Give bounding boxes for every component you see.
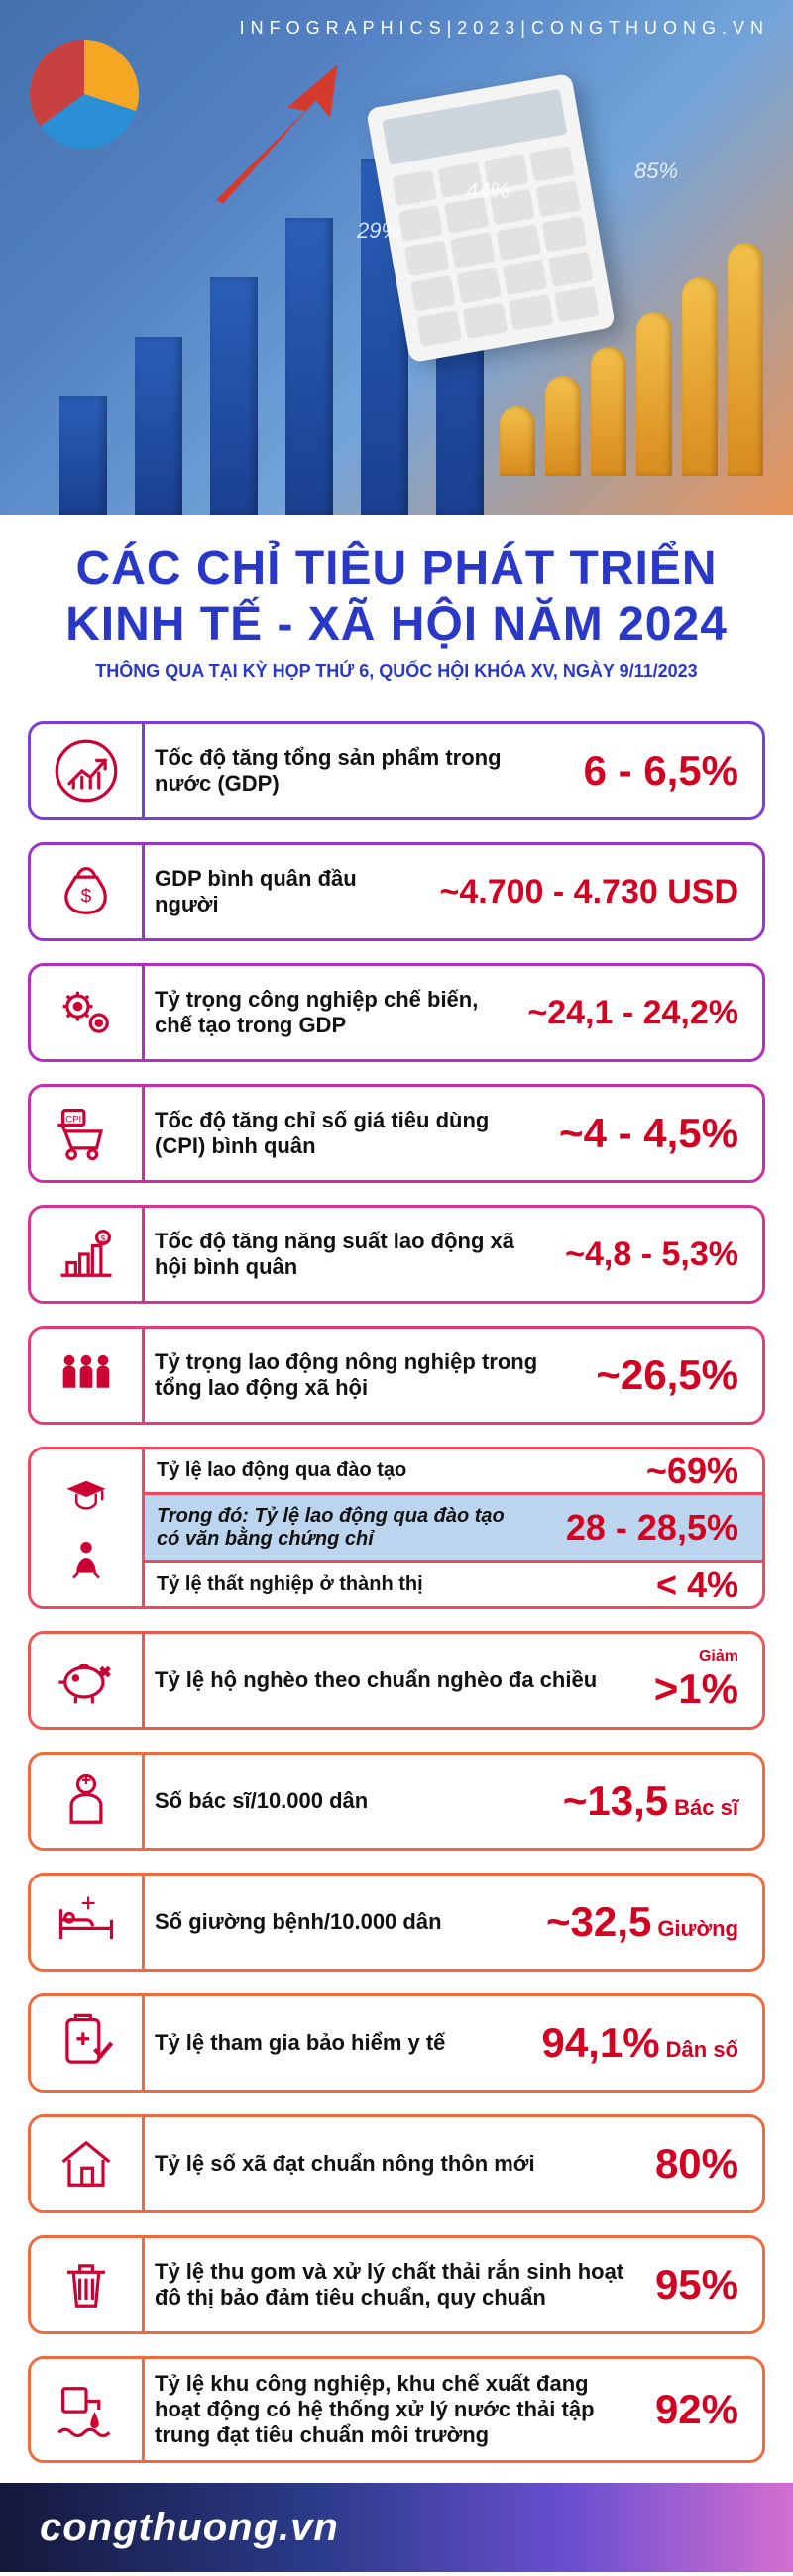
indicator-value-main: 80% <box>655 2140 738 2188</box>
indicator-value-main: ~4.700 - 4.730 USD <box>440 873 738 912</box>
title-line-2: KINH TẾ - XÃ HỘI NĂM 2024 <box>30 597 763 654</box>
indicator-label: Tỷ lệ thất nghiệp ở thành thị <box>145 1563 632 1606</box>
indicator-icon: CPI <box>31 1087 142 1180</box>
indicator-icon: $ <box>31 1208 142 1301</box>
indicator-value-main: ~4,8 - 5,3% <box>565 1235 738 1274</box>
indicator-value-main: 92% <box>655 2386 738 2433</box>
indicator-row: Tỷ trọng công nghiệp chế biến, chế tạo t… <box>28 963 765 1062</box>
indicator-row: Số bác sĩ/10.000 dân~13,5Bác sĩ <box>28 1752 765 1851</box>
indicator-label: Tỷ lệ hộ nghèo theo chuẩn nghèo đa chiều <box>142 1634 644 1727</box>
nested-indicator-row: Trong đó: Tỷ lệ lao động qua đào tạo có … <box>142 1492 762 1560</box>
indicator-row: Tỷ lệ hộ nghèo theo chuẩn nghèo đa chiều… <box>28 1631 765 1730</box>
indicator-value: Giảm>1% <box>644 1634 762 1727</box>
indicator-value-main: 95% <box>655 2261 738 2308</box>
indicator-label: Tỷ trọng công nghiệp chế biến, chế tạo t… <box>142 966 517 1059</box>
indicator-value-main: ~26,5% <box>596 1351 738 1399</box>
page-title: CÁC CHỈ TIÊU PHÁT TRIỂN KINH TẾ - XÃ HỘI… <box>30 541 763 653</box>
indicator-value-main: ~4 - 4,5% <box>559 1110 738 1157</box>
indicator-row: CPI Tốc độ tăng chỉ số giá tiêu dùng (CPI… <box>28 1084 765 1183</box>
indicator-icon <box>31 2117 142 2210</box>
indicator-row-nested: Tỷ lệ lao động qua đào tạo~69%Trong đó: … <box>28 1447 765 1609</box>
indicator-value: ~4,8 - 5,3% <box>555 1208 762 1301</box>
indicator-value: < 4% <box>632 1563 762 1606</box>
indicator-value: ~24,1 - 24,2% <box>517 966 762 1059</box>
indicator-value-main: 94,1%Dân số <box>542 2019 738 2067</box>
indicator-label: Tỷ trọng lao động nông nghiệp trong tổng… <box>142 1329 586 1422</box>
hero-tagline: INFOGRAPHICS|2023|CONGTHUONG.VN <box>240 18 769 39</box>
indicator-icon <box>31 1634 142 1727</box>
indicator-label: Số giường bệnh/10.000 dân <box>142 1876 536 1969</box>
indicator-value: ~13,5Bác sĩ <box>553 1755 762 1848</box>
indicator-label: Tỷ lệ thu gom và xử lý chất thải rắn sin… <box>142 2238 645 2331</box>
hero-banner: INFOGRAPHICS|2023|CONGTHUONG.VN 29%44%85… <box>0 0 793 515</box>
page-subtitle: THÔNG QUA TẠI KỲ HỌP THỨ 6, QUỐC HỘI KHÓ… <box>30 661 763 682</box>
indicator-row: Số giường bệnh/10.000 dân~32,5Giường <box>28 1873 765 1972</box>
indicator-row: Tỷ trọng lao động nông nghiệp trong tổng… <box>28 1326 765 1425</box>
indicator-label: Tỷ lệ tham gia bảo hiểm y tế <box>142 1996 532 2090</box>
nested-indicator-row: Tỷ lệ lao động qua đào tạo~69% <box>142 1449 762 1492</box>
indicator-label: Tỷ lệ lao động qua đào tạo <box>145 1449 623 1492</box>
indicator-value: 28 - 28,5% <box>542 1495 762 1560</box>
indicator-list: Tốc độ tăng tổng sản phẩm trong nước (GD… <box>0 692 793 2483</box>
indicator-icon <box>31 1449 142 1606</box>
indicator-value: 80% <box>645 2117 762 2210</box>
indicator-icon <box>31 724 142 817</box>
footer: congthuong.vn <box>0 2483 793 2572</box>
indicator-value-main: 6 - 6,5% <box>584 747 738 795</box>
indicator-value: ~69% <box>623 1449 762 1492</box>
indicator-icon <box>31 1876 142 1969</box>
indicator-value: 92% <box>645 2359 762 2460</box>
indicator-value: ~4 - 4,5% <box>549 1087 762 1180</box>
indicator-row: Tỷ lệ thu gom và xử lý chất thải rắn sin… <box>28 2235 765 2334</box>
indicator-icon: $ <box>31 845 142 938</box>
indicator-label: Tỷ lệ khu công nghiệp, khu chế xuất đang… <box>142 2359 645 2460</box>
indicator-value: 94,1%Dân số <box>532 1996 762 2090</box>
indicator-label: Trong đó: Tỷ lệ lao động qua đào tạo có … <box>145 1495 542 1560</box>
indicator-label: Tỷ lệ số xã đạt chuẩn nông thôn mới <box>142 2117 645 2210</box>
indicator-icon <box>31 1755 142 1848</box>
indicator-value-main: ~24,1 - 24,2% <box>527 994 738 1032</box>
indicator-row: $ Tốc độ tăng năng suất lao động xã hội b… <box>28 1205 765 1304</box>
indicator-label: Số bác sĩ/10.000 dân <box>142 1755 553 1848</box>
indicator-label: Tốc độ tăng tổng sản phẩm trong nước (GD… <box>142 724 574 817</box>
indicator-value-main: >1% <box>654 1665 738 1713</box>
indicator-icon <box>31 1329 142 1422</box>
indicator-row: Tỷ lệ tham gia bảo hiểm y tế94,1%Dân số <box>28 1993 765 2093</box>
indicator-value: ~4.700 - 4.730 USD <box>430 845 762 938</box>
indicator-value-main: ~32,5Giường <box>546 1898 738 1946</box>
title-line-1: CÁC CHỈ TIÊU PHÁT TRIỂN <box>30 541 763 597</box>
indicator-value: 6 - 6,5% <box>574 724 762 817</box>
svg-text:CPI: CPI <box>65 1115 81 1126</box>
hero-gold-bars <box>500 243 763 476</box>
nested-indicator-row: Tỷ lệ thất nghiệp ở thành thị< 4% <box>142 1560 762 1606</box>
svg-text:$: $ <box>100 1234 106 1245</box>
indicator-value: ~26,5% <box>586 1329 762 1422</box>
indicator-row: Tốc độ tăng tổng sản phẩm trong nước (GD… <box>28 721 765 820</box>
title-block: CÁC CHỈ TIÊU PHÁT TRIỂN KINH TẾ - XÃ HỘI… <box>0 515 793 692</box>
indicator-value: 95% <box>645 2238 762 2331</box>
indicator-value-prefix: Giảm <box>699 1648 738 1665</box>
indicator-row: Tỷ lệ khu công nghiệp, khu chế xuất đang… <box>28 2356 765 2463</box>
svg-text:$: $ <box>81 887 92 908</box>
indicator-label: Tốc độ tăng năng suất lao động xã hội bì… <box>142 1208 555 1301</box>
indicator-icon <box>31 2359 142 2460</box>
indicator-label: Tốc độ tăng chỉ số giá tiêu dùng (CPI) b… <box>142 1087 549 1180</box>
indicator-icon <box>31 1996 142 2090</box>
indicator-value: ~32,5Giường <box>536 1876 762 1969</box>
indicator-icon <box>31 2238 142 2331</box>
indicator-value-main: ~13,5Bác sĩ <box>563 1777 738 1825</box>
indicator-label: GDP bình quân đầu người <box>142 845 430 938</box>
footer-text: congthuong.vn <box>40 2506 339 2550</box>
indicator-icon <box>31 966 142 1059</box>
indicator-row: $ GDP bình quân đầu người ~4.700 - 4.730 U… <box>28 842 765 941</box>
indicator-row: Tỷ lệ số xã đạt chuẩn nông thôn mới80% <box>28 2114 765 2213</box>
